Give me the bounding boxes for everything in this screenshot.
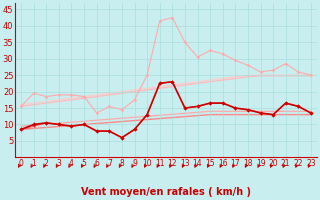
- X-axis label: Vent moyen/en rafales ( km/h ): Vent moyen/en rafales ( km/h ): [81, 187, 251, 197]
